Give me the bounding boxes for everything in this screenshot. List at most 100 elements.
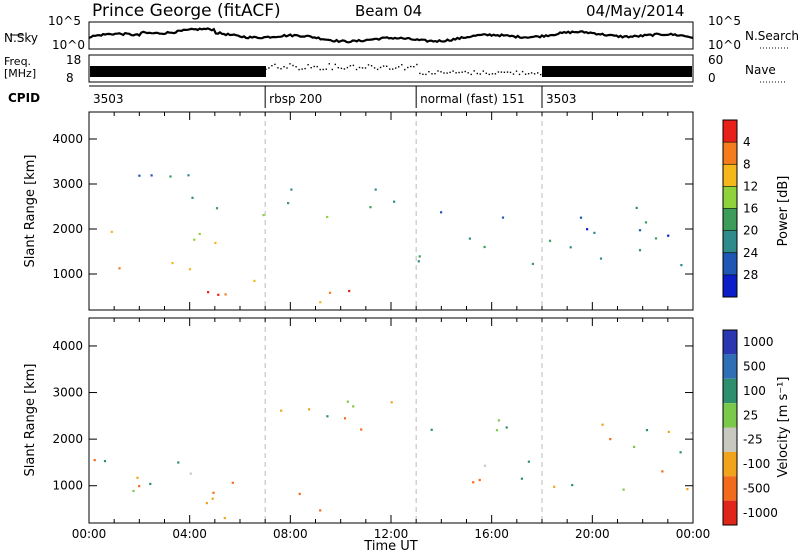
echo-cell <box>635 206 638 209</box>
nsearch-tick-bottom: 10^0 <box>708 38 741 52</box>
freq-tick-top: 18 <box>66 53 81 67</box>
echo-cell <box>343 417 347 420</box>
echo-cell <box>374 188 377 191</box>
colorbar-tick-label: 12 <box>743 179 758 193</box>
nave-dot <box>482 70 484 72</box>
colorbar-tick-label: 100 <box>743 384 766 398</box>
echo-cell <box>601 423 604 426</box>
nave-dot <box>413 66 415 68</box>
echo-cell <box>468 237 471 240</box>
nave-dot <box>289 63 291 65</box>
echo-cell <box>593 231 596 234</box>
nsky-trace <box>88 27 694 44</box>
echo-cell <box>553 485 556 488</box>
nave-dot <box>479 73 481 75</box>
nave-dot <box>352 64 355 67</box>
nave-dot <box>467 72 469 74</box>
nave-dot <box>491 73 494 75</box>
colorbar-tick-label: 20 <box>743 224 758 238</box>
echo-cell <box>483 464 487 467</box>
echo-cell <box>680 264 683 267</box>
x-tick-label: 12:00 <box>374 527 409 541</box>
colorbar-swatch <box>723 208 737 231</box>
velocity-echoes <box>93 318 693 523</box>
power-ylabel: Slant Range [km] <box>23 155 38 268</box>
freq-bar-left <box>90 66 266 77</box>
echo-cell <box>418 255 421 258</box>
velocity-panel-frame <box>88 317 694 524</box>
echo-cell <box>638 249 642 252</box>
colorbar-swatch <box>723 451 737 477</box>
echo-cell <box>207 291 210 294</box>
echo-cell <box>205 502 208 505</box>
axes: 1000 2000 3000 4000 1000 2000 3000 4000 00:00 04:… <box>52 112 710 541</box>
nave-dot <box>530 72 533 74</box>
nave-dot <box>349 65 352 67</box>
echo-cell <box>191 196 194 199</box>
echo-cell <box>686 488 689 491</box>
echo-cell <box>214 241 217 244</box>
y-tick-label: 2000 <box>52 432 83 446</box>
colorbar-swatch <box>723 403 737 428</box>
nave-dot <box>386 65 388 67</box>
colorbar-tick-label: 4 <box>743 135 751 149</box>
colorbar-tick-label: 1000 <box>743 335 774 349</box>
colorbar-tick-label: 25 <box>743 408 758 422</box>
nave-dot <box>434 73 436 75</box>
nave-dot <box>301 68 303 70</box>
nave-dot <box>310 67 312 69</box>
echo-cell <box>326 415 329 418</box>
echo-cell <box>189 472 192 475</box>
echo-cell <box>531 262 534 265</box>
echo-cell <box>645 429 649 432</box>
nave-dot <box>533 73 536 75</box>
nave-dot <box>280 68 282 70</box>
echo-cell <box>495 429 499 432</box>
echo-cell <box>149 482 152 485</box>
y-tick-label: 4000 <box>52 339 83 353</box>
nave-dot <box>389 68 391 70</box>
nave-dot <box>540 73 542 76</box>
echo-cell <box>679 451 682 454</box>
nave-dot <box>470 73 472 76</box>
nave-dot <box>488 73 490 76</box>
colorbar-swatch <box>723 230 737 253</box>
nave-dot <box>407 66 409 69</box>
echo-cell <box>369 206 372 209</box>
velocity-colorbar-label: Velocity [m s⁻¹] <box>776 377 791 478</box>
nave-dot <box>343 68 346 70</box>
nave-dot <box>476 72 478 75</box>
nave-dot <box>355 68 358 71</box>
nave-dot <box>440 71 442 73</box>
velocity-colorbar: 1000 500 100 25 -25 -100 -500 -1000 <box>722 329 778 526</box>
echo-cell <box>262 214 265 217</box>
nave-dot <box>382 65 385 67</box>
nave-dot <box>398 66 400 68</box>
cpid-segment-label: rbsp 200 <box>269 92 322 106</box>
nave-dot <box>395 67 397 69</box>
echo-cell <box>571 484 574 487</box>
echo-cell <box>308 408 311 411</box>
echo-cell <box>346 400 349 403</box>
nave-tick-top: 60 <box>708 53 723 67</box>
echo-cell <box>348 289 351 293</box>
nave-dot <box>376 68 379 71</box>
nave-dot <box>404 68 406 71</box>
x-tick-label: 16:00 <box>474 527 509 541</box>
echo-cell <box>188 268 192 271</box>
freq-label-1: Freq. <box>4 55 31 68</box>
freq-bar-right <box>542 66 692 77</box>
echo-cell <box>138 174 141 177</box>
echo-cell <box>287 202 290 205</box>
echo-cell <box>667 430 670 433</box>
velocity-ylabel: Slant Range [km] <box>23 364 38 477</box>
nave-dot <box>292 64 294 67</box>
echo-cell <box>497 419 500 422</box>
freq-tick-bottom: 8 <box>66 71 74 85</box>
nave-dot <box>334 63 336 66</box>
nave-dot <box>515 70 518 72</box>
nave-dot <box>518 73 521 76</box>
colorbar-swatch <box>723 252 737 275</box>
power-colorbar-label: Power [dB] <box>776 176 791 247</box>
echo-cell <box>622 488 625 491</box>
